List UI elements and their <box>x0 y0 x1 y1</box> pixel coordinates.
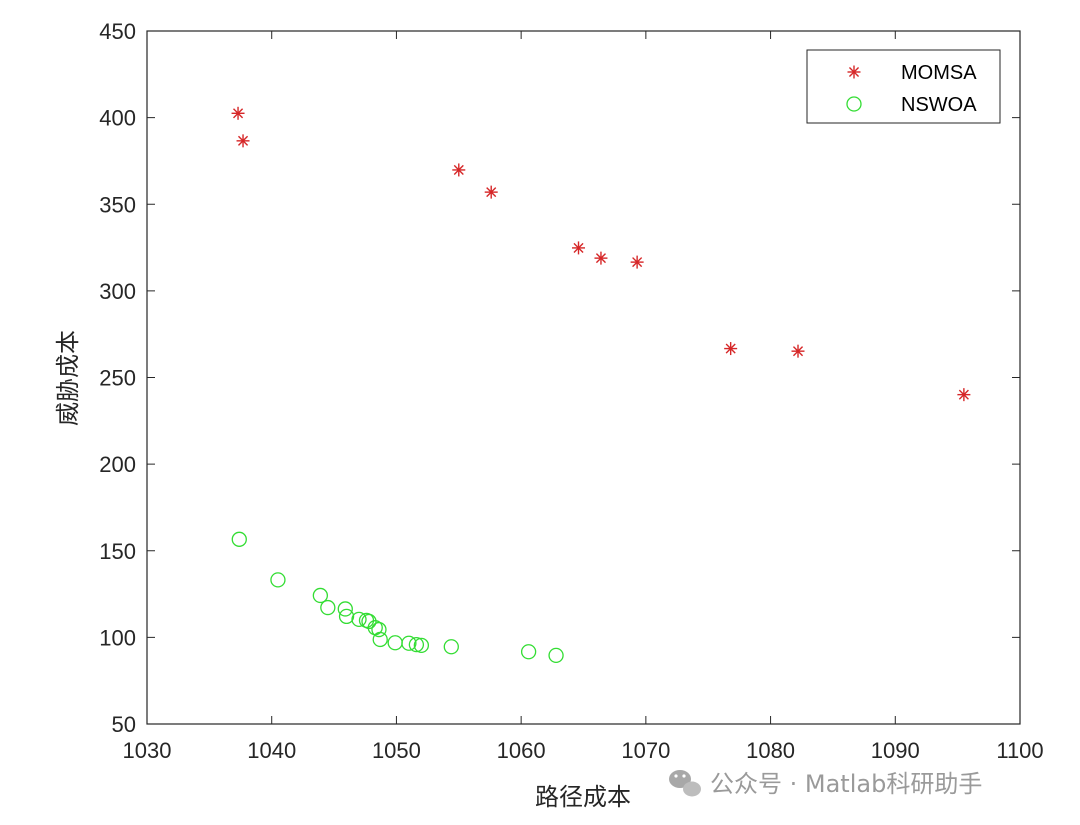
momsa-point <box>452 163 466 177</box>
nswoa-point <box>372 631 388 648</box>
nswoa-point <box>270 572 286 588</box>
y-tick-label: 100 <box>99 625 136 650</box>
nswoa-point <box>401 635 417 651</box>
momsa-point <box>231 106 245 120</box>
plot-area <box>147 31 1020 724</box>
y-tick-label: 300 <box>99 279 136 304</box>
wechat-icon <box>669 770 701 797</box>
y-tick-label: 250 <box>99 366 136 391</box>
legend-label-momsa: MOMSA <box>901 62 977 84</box>
nswoa-point <box>361 613 377 630</box>
legend-box <box>806 49 1001 124</box>
nswoa-point <box>408 637 425 653</box>
momsa-point <box>236 134 250 148</box>
nswoa-point <box>351 611 367 628</box>
legend-marker-nswoa <box>846 96 862 112</box>
plot-frame <box>146 30 1021 725</box>
data-points <box>231 106 971 664</box>
nswoa-point <box>413 637 430 653</box>
x-tick-label: 1030 <box>123 738 172 763</box>
nswoa-point <box>371 621 387 638</box>
legend-label-nswoa: NSWOA <box>901 94 977 116</box>
x-tick-label: 1100 <box>996 738 1043 763</box>
legend: MOMSA NSWOA <box>806 49 1001 124</box>
nswoa-point <box>312 587 329 604</box>
y-tick-labels: 50 100 150 200 250 300 350 400 450 <box>99 19 136 737</box>
y-tick-label: 50 <box>112 712 136 737</box>
y-tick-label: 350 <box>99 192 136 217</box>
watermark: 公众号 · Matlab科研助手 <box>669 770 982 798</box>
x-tick-label: 1050 <box>372 738 421 763</box>
momsa-point <box>957 388 971 402</box>
nswoa-point <box>337 601 353 617</box>
x-tick-label: 1070 <box>621 738 670 763</box>
nswoa-point <box>520 644 537 660</box>
momsa-point <box>724 342 738 356</box>
momsa-point <box>791 344 805 358</box>
legend-circle-marker <box>846 96 862 112</box>
momsa-point <box>594 251 608 265</box>
nswoa-point <box>320 599 336 616</box>
x-tick-label: 1080 <box>746 738 795 763</box>
momsa-point <box>572 241 586 255</box>
nswoa-point <box>548 647 564 664</box>
nswoa-point <box>231 531 247 547</box>
x-tick-label: 1090 <box>871 738 920 763</box>
momsa-point <box>630 255 644 269</box>
y-tick-label: 450 <box>99 19 136 44</box>
x-tick-label: 1040 <box>247 738 296 763</box>
nswoa-point <box>338 608 355 625</box>
legend-asterisk-marker <box>847 65 861 79</box>
y-tick-label: 400 <box>99 106 136 131</box>
x-tick-label: 1060 <box>497 738 546 763</box>
y-axis-title: 威胁成本 <box>54 330 82 426</box>
x-tick-labels: 1030 1040 1050 1060 1070 1080 1090 1100 <box>123 738 1044 763</box>
y-tick-label: 150 <box>99 539 136 564</box>
legend-marker-momsa <box>847 65 861 79</box>
watermark-text: 公众号 · Matlab科研助手 <box>710 770 982 798</box>
y-tick-label: 200 <box>99 452 136 477</box>
x-axis-title: 路径成本 <box>535 783 631 811</box>
momsa-point <box>484 185 498 199</box>
nswoa-point <box>443 639 459 655</box>
